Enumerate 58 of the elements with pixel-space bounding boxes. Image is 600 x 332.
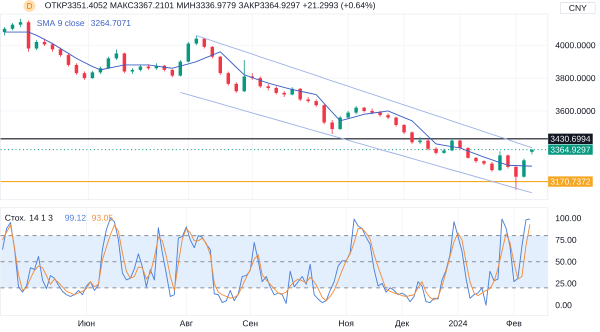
candlestick xyxy=(490,161,494,172)
x-tick-label: Фев xyxy=(506,320,522,326)
candlestick xyxy=(114,48,118,60)
text: CNY xyxy=(569,4,587,11)
text: D xyxy=(27,2,32,9)
x-tick-label: Сен xyxy=(242,320,258,326)
y-tick-label: 100.00 xyxy=(556,215,581,222)
candlestick xyxy=(130,68,134,74)
y-tick-label: 75.00 xyxy=(556,236,576,243)
candlestick xyxy=(322,104,326,124)
series-label: SMA 9 close xyxy=(37,20,84,26)
ref-line-label: 3430.6994 xyxy=(550,136,590,142)
text: Стох. 14 1 3 xyxy=(5,214,53,221)
y-tick-label: 50.00 xyxy=(556,258,576,265)
ref-line-label: 3170.7372 xyxy=(550,178,590,184)
candlestick xyxy=(242,59,246,92)
candlestick xyxy=(506,154,510,169)
x-tick-label: Авг xyxy=(180,320,193,326)
annotation: 99.12 xyxy=(65,214,86,221)
x-tick-label: Июн xyxy=(78,320,94,326)
candlestick xyxy=(234,82,238,94)
candlestick xyxy=(178,59,182,77)
x-tick-label: Ноя xyxy=(339,320,354,326)
candlestick xyxy=(202,37,206,49)
candlestick xyxy=(394,116,398,127)
candlestick xyxy=(122,52,126,74)
candlestick xyxy=(426,139,430,151)
candlestick xyxy=(58,47,62,57)
candlestick xyxy=(466,146,470,159)
candlestick xyxy=(226,70,230,86)
annotation: 3264.7071 xyxy=(91,20,131,26)
y-tick-label: 0.00 xyxy=(556,302,572,308)
candlestick xyxy=(106,56,110,70)
candlestick xyxy=(74,62,78,76)
candlestick xyxy=(402,124,406,134)
candlestick xyxy=(410,130,414,144)
annotation: 93.05 xyxy=(92,214,113,221)
candlestick xyxy=(218,55,222,76)
candlestick xyxy=(522,158,526,178)
y-tick-label: 3600.0000 xyxy=(556,108,596,114)
x-tick-label: Дек xyxy=(395,320,410,328)
chart-title: ОТКР3351.4052 МАКС3367.2101 МИН3336.9779 ЗАКР3364.9297 +21.2993 (+0.64%) xyxy=(45,2,375,10)
candlestick xyxy=(418,136,422,144)
candlestick xyxy=(194,34,198,46)
y-tick-label: 3800.0000 xyxy=(556,74,596,81)
candlestick xyxy=(50,42,54,52)
y-tick-label: 4000.0000 xyxy=(555,42,596,48)
candlestick xyxy=(26,20,30,52)
candlestick xyxy=(330,119,334,134)
candlestick xyxy=(210,45,214,59)
x-tick-label: 2024 xyxy=(448,320,468,326)
candlestick xyxy=(298,87,302,102)
candlestick xyxy=(258,76,262,88)
candlestick xyxy=(514,164,518,190)
y-tick-label: 25.00 xyxy=(556,280,576,286)
candlestick xyxy=(186,41,190,63)
candlestick xyxy=(66,52,70,67)
ref-line-label: 3364.9297 xyxy=(550,146,590,152)
